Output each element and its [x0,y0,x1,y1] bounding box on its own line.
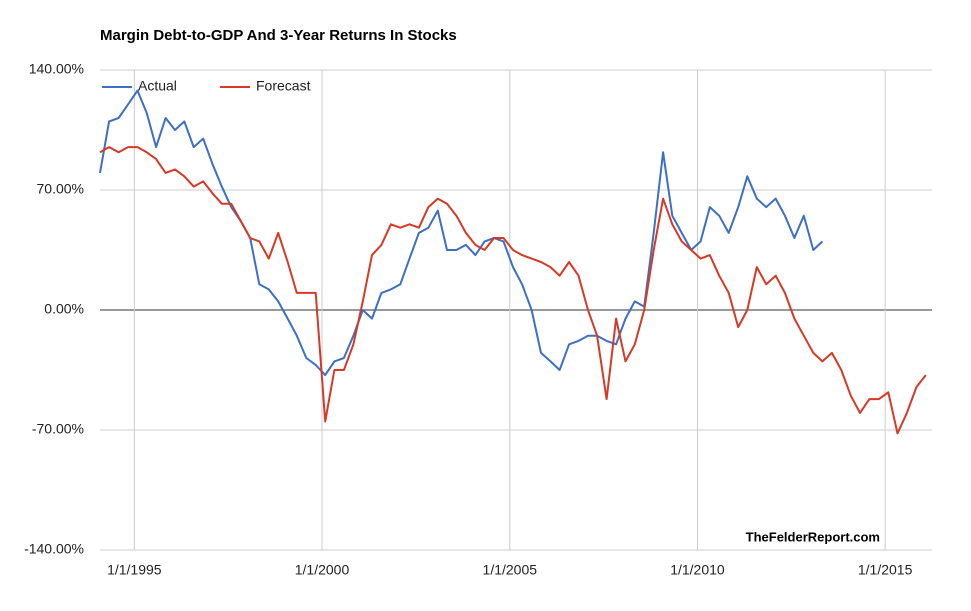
series-line [99,146,927,435]
x-tick-label: 1/1/1995 [107,562,162,578]
y-tick-label: -70.00% [32,421,84,437]
x-tick-label: 1/1/2015 [858,562,913,578]
x-tick-label: 1/1/2005 [483,562,538,578]
series-line [99,89,824,377]
y-tick-label: 140.00% [29,61,84,77]
y-tick-label: 0.00% [44,301,84,317]
y-tick-label: 70.00% [37,181,84,197]
watermark: TheFelderReport.com [746,529,880,544]
legend-label: Forecast [256,78,311,94]
y-tick-label: -140.00% [24,541,84,557]
x-tick-label: 1/1/2010 [670,562,725,578]
legend-label: Actual [138,78,177,94]
x-tick-label: 1/1/2000 [295,562,350,578]
chart-title: Margin Debt-to-GDP And 3-Year Returns In… [100,27,457,44]
